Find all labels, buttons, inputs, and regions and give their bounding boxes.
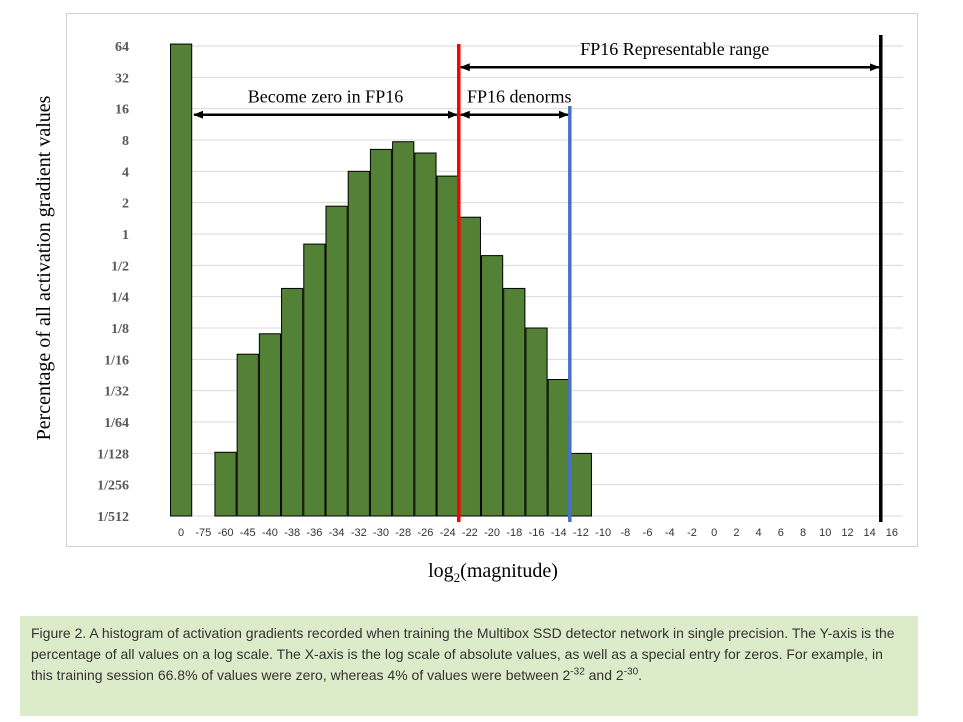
y-tick-label: 1/64: [104, 416, 129, 431]
x-tick-label: 12: [841, 527, 853, 539]
caption-text-main: Figure 2. A histogram of activation grad…: [31, 625, 895, 683]
x-tick-label: -24: [440, 527, 456, 539]
y-tick-label: 64: [115, 40, 129, 55]
x-tick-label: 4: [756, 527, 762, 539]
x-tick-label: 16: [886, 527, 898, 539]
x-tick-label: 0: [178, 527, 184, 539]
y-tick-label: 1/32: [104, 385, 129, 400]
x-tick-label: -75: [195, 527, 211, 539]
x-tick-label: -34: [329, 527, 345, 539]
x-tick-label: 2: [733, 527, 739, 539]
x-tick-label: -8: [620, 527, 630, 539]
y-tick-label: 1/512: [97, 510, 129, 525]
histogram-bar: [281, 287, 304, 517]
y-tick-label: 4: [122, 165, 129, 180]
x-tick-label: -38: [284, 527, 300, 539]
histogram-bar: [303, 243, 326, 517]
annotations: FP16 Representable range Become zero in F…: [193, 39, 880, 119]
x-tick-labels: 0 -75 -60 -45 -40 -38 -36 -34 -32 -30 -28 -26 -24 -22…: [178, 527, 898, 539]
x-tick-label: 0: [711, 527, 717, 539]
x-tick-label: -45: [240, 527, 256, 539]
y-tick-label: 8: [122, 134, 129, 149]
y-tick-label: 1: [122, 228, 129, 243]
vertical-markers: [457, 35, 883, 522]
y-tick-label: 1/2: [111, 259, 129, 274]
x-tick-label: -14: [551, 527, 567, 539]
histogram-bar: [170, 43, 193, 517]
x-tick-label: -16: [529, 527, 545, 539]
histogram-bar: [569, 452, 593, 517]
histogram-bar: [414, 152, 437, 517]
y-tick-label: 1/8: [111, 322, 129, 337]
x-axis-label-rest: (magnitude): [460, 560, 558, 582]
x-tick-label: -30: [373, 527, 389, 539]
caption-text-end: .: [638, 667, 643, 683]
y-tick-labels: 64 32 16 8 4 2 1 1/2 1/4 1/8 1/16 1/32 1/64 1/128 1/25…: [97, 40, 129, 525]
x-tick-label: -32: [351, 527, 367, 539]
y-tick-label: 1/128: [97, 447, 129, 462]
x-tick-label: 10: [819, 527, 831, 539]
x-axis-label-base: log: [428, 560, 454, 582]
histogram-bar: [525, 327, 548, 517]
x-tick-label: -26: [417, 527, 433, 539]
histogram-bar: [503, 287, 526, 517]
y-tick-label: 2: [122, 197, 129, 212]
x-tick-label: -18: [506, 527, 522, 539]
y-tick-label: 16: [115, 103, 129, 118]
histogram-bar: [236, 353, 259, 517]
caption-text-mid: and 2: [584, 667, 624, 683]
histogram-bar: [214, 451, 237, 517]
y-axis-label: Percentage of all activation gradient va…: [33, 95, 55, 440]
histogram-bar: [547, 379, 570, 517]
x-tick-label: 14: [864, 527, 876, 539]
x-tick-label: 6: [778, 527, 784, 539]
x-tick-label: 8: [800, 527, 806, 539]
histogram-bar: [258, 333, 282, 517]
annotation-label: FP16 denorms: [467, 87, 572, 107]
histogram-bar: [392, 141, 415, 517]
figure-caption: Figure 2. A histogram of activation grad…: [20, 616, 918, 716]
y-tick-label: 1/256: [97, 479, 129, 494]
x-tick-label: -28: [395, 527, 411, 539]
x-tick-label: -10: [595, 527, 611, 539]
y-tick-label: 32: [115, 71, 129, 86]
x-tick-label: -4: [665, 527, 675, 539]
annotation-label: FP16 Representable range: [580, 39, 769, 59]
histogram-bar: [369, 148, 393, 517]
x-tick-label: -36: [306, 527, 322, 539]
y-tick-label: 1/4: [111, 291, 129, 306]
bars: [170, 43, 593, 517]
x-tick-label: -60: [218, 527, 234, 539]
histogram-bar: [436, 175, 459, 517]
x-axis-label: log2(magnitude): [428, 560, 558, 585]
histogram-bar: [347, 170, 370, 517]
x-tick-label: -22: [462, 527, 478, 539]
caption-exp1: -32: [570, 666, 585, 678]
histogram-chart: 64321684211/21/41/81/161/321/641/1281/25…: [33, 35, 903, 585]
histogram-bar: [480, 255, 504, 517]
x-tick-label: -2: [687, 527, 697, 539]
x-tick-label: -20: [484, 527, 500, 539]
y-tick-label: 1/16: [104, 353, 129, 368]
x-axis-label-sub: 2: [454, 570, 461, 585]
histogram-bar: [458, 216, 481, 517]
caption-exp2: -30: [623, 666, 639, 678]
histogram-bar: [325, 205, 348, 517]
annotation-label: Become zero in FP16: [248, 87, 403, 107]
x-tick-label: -6: [643, 527, 653, 539]
x-tick-label: -40: [262, 527, 278, 539]
x-tick-label: -12: [573, 527, 589, 539]
